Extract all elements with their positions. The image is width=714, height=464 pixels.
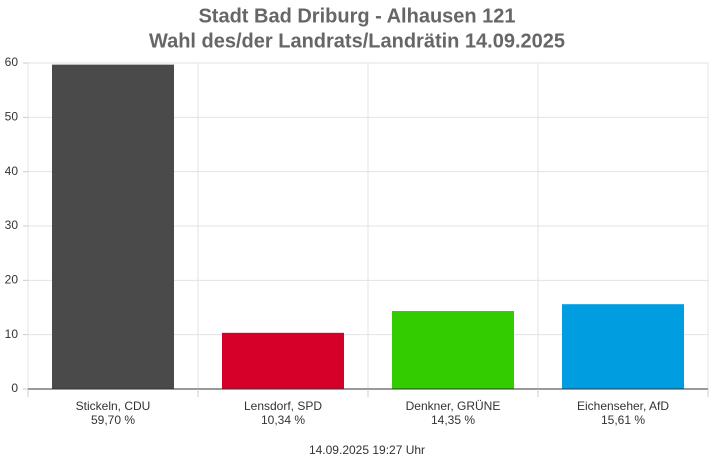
y-tick-label: 60 bbox=[5, 55, 19, 69]
y-tick-label: 40 bbox=[5, 164, 19, 178]
value-label: 14,35 % bbox=[431, 413, 475, 427]
bar bbox=[392, 311, 514, 389]
x-tick-label: Lensdorf, SPD bbox=[244, 399, 322, 413]
y-tick-label: 20 bbox=[5, 273, 19, 287]
footer: 14.09.2025 19:27 Uhr bbox=[309, 443, 425, 457]
value-label: 15,61 % bbox=[601, 413, 645, 427]
bar bbox=[562, 304, 684, 389]
y-tick-label: 0 bbox=[11, 381, 18, 395]
y-tick-label: 50 bbox=[5, 110, 19, 124]
bar bbox=[52, 64, 174, 389]
y-tick-label: 30 bbox=[5, 218, 19, 232]
chart-subtitle: Wahl des/der Landrats/Landrätin 14.09.20… bbox=[149, 30, 565, 52]
bar bbox=[222, 332, 344, 389]
y-tick-label: 10 bbox=[5, 327, 19, 341]
value-label: 10,34 % bbox=[261, 413, 305, 427]
x-tick-label: Stickeln, CDU bbox=[76, 399, 151, 413]
value-label: 59,70 % bbox=[91, 413, 135, 427]
x-tick-label: Eichenseher, AfD bbox=[577, 399, 669, 413]
chart-title: Stadt Bad Driburg - Alhausen 121 bbox=[198, 5, 515, 27]
x-tick-label: Denkner, GRÜNE bbox=[406, 399, 501, 413]
